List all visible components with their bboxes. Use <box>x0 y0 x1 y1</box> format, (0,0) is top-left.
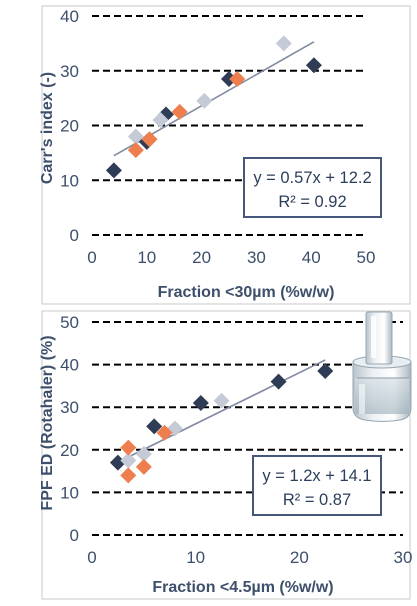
trendline <box>117 359 326 463</box>
chart-frame <box>41 310 411 600</box>
x-tick-label: 50 <box>357 248 376 267</box>
data-point <box>135 446 152 463</box>
data-point <box>221 70 237 87</box>
r-squared-label: R² = 0.87 <box>283 491 351 509</box>
data-point <box>305 57 322 74</box>
x-tick-label: 0 <box>87 248 96 267</box>
data-point <box>127 142 144 159</box>
y-tick-label: 30 <box>60 398 79 417</box>
y-tick-label: 20 <box>60 441 79 460</box>
x-tick-labels: 0 10 20 30 <box>87 548 412 567</box>
data-point <box>171 103 188 120</box>
data-point <box>146 418 163 435</box>
data-point <box>120 467 137 484</box>
data-point <box>275 35 292 52</box>
x-tick-labels: 0 10 20 30 40 50 <box>87 248 375 267</box>
r-squared-label: R² = 0.92 <box>278 193 346 211</box>
chart-carrs-index: 0 10 20 30 40 0 10 20 30 40 50 Carr's index (-) F… <box>39 5 411 305</box>
y-tick-label: 40 <box>60 356 79 375</box>
x-tick-label: 40 <box>302 248 321 267</box>
y-tick-label: 20 <box>60 117 79 136</box>
y-tick-label: 40 <box>60 7 79 26</box>
data-point <box>156 424 173 441</box>
y-tick-label: 10 <box>60 483 79 502</box>
y-tick-label: 50 <box>60 313 79 332</box>
x-tick-label: 20 <box>192 248 211 267</box>
data-point <box>120 439 137 456</box>
data-point <box>105 162 122 179</box>
data-point <box>135 458 152 475</box>
data-points <box>109 362 334 484</box>
data-point <box>192 394 209 411</box>
data-point <box>317 362 334 379</box>
data-point <box>127 128 144 145</box>
x-axis-title: Fraction <30µm (%w/w) <box>158 284 335 301</box>
y-axis-title: FPF ED (Rotahaler) (%) <box>39 335 56 510</box>
y-tick-label: 10 <box>60 171 79 190</box>
x-tick-label: 10 <box>186 548 205 567</box>
data-point <box>229 70 246 87</box>
equation-frame <box>243 157 382 218</box>
data-points <box>105 35 322 179</box>
y-tick-label: 0 <box>70 526 79 545</box>
data-point <box>196 92 213 109</box>
equation-box: y = 1.2x + 14.1 R² = 0.87 <box>252 455 382 516</box>
y-axis-title: Carr's index (-) <box>39 72 56 184</box>
gridlines <box>92 15 366 236</box>
chart-frame <box>41 5 411 305</box>
regression-equation: y = 0.57x + 12.2 <box>253 169 371 187</box>
x-tick-label: 10 <box>137 248 156 267</box>
data-point <box>109 454 126 471</box>
x-tick-label: 30 <box>394 548 413 567</box>
data-point <box>270 373 287 390</box>
data-point <box>213 392 230 409</box>
y-tick-label: 30 <box>60 62 79 81</box>
y-tick-label: 0 <box>70 226 79 245</box>
y-tick-labels: 0 10 20 30 40 <box>60 7 79 245</box>
equation-box: y = 0.57x + 12.2 R² = 0.92 <box>243 157 382 218</box>
equation-frame <box>252 455 382 516</box>
chart-fpf-ed: 0 10 20 30 40 50 0 10 20 30 FPF ED (Rotahaler) (… <box>39 310 412 600</box>
x-tick-label: 20 <box>290 548 309 567</box>
x-tick-label: 30 <box>247 248 266 267</box>
x-axis-title: Fraction <4.5µm (%w/w) <box>152 579 333 596</box>
glass-vial-image <box>352 311 412 422</box>
regression-equation: y = 1.2x + 14.1 <box>262 467 371 485</box>
x-tick-label: 0 <box>87 548 96 567</box>
y-tick-labels: 0 10 20 30 40 50 <box>60 313 79 545</box>
data-point <box>152 112 169 129</box>
data-point <box>120 452 137 469</box>
data-point <box>141 131 158 148</box>
